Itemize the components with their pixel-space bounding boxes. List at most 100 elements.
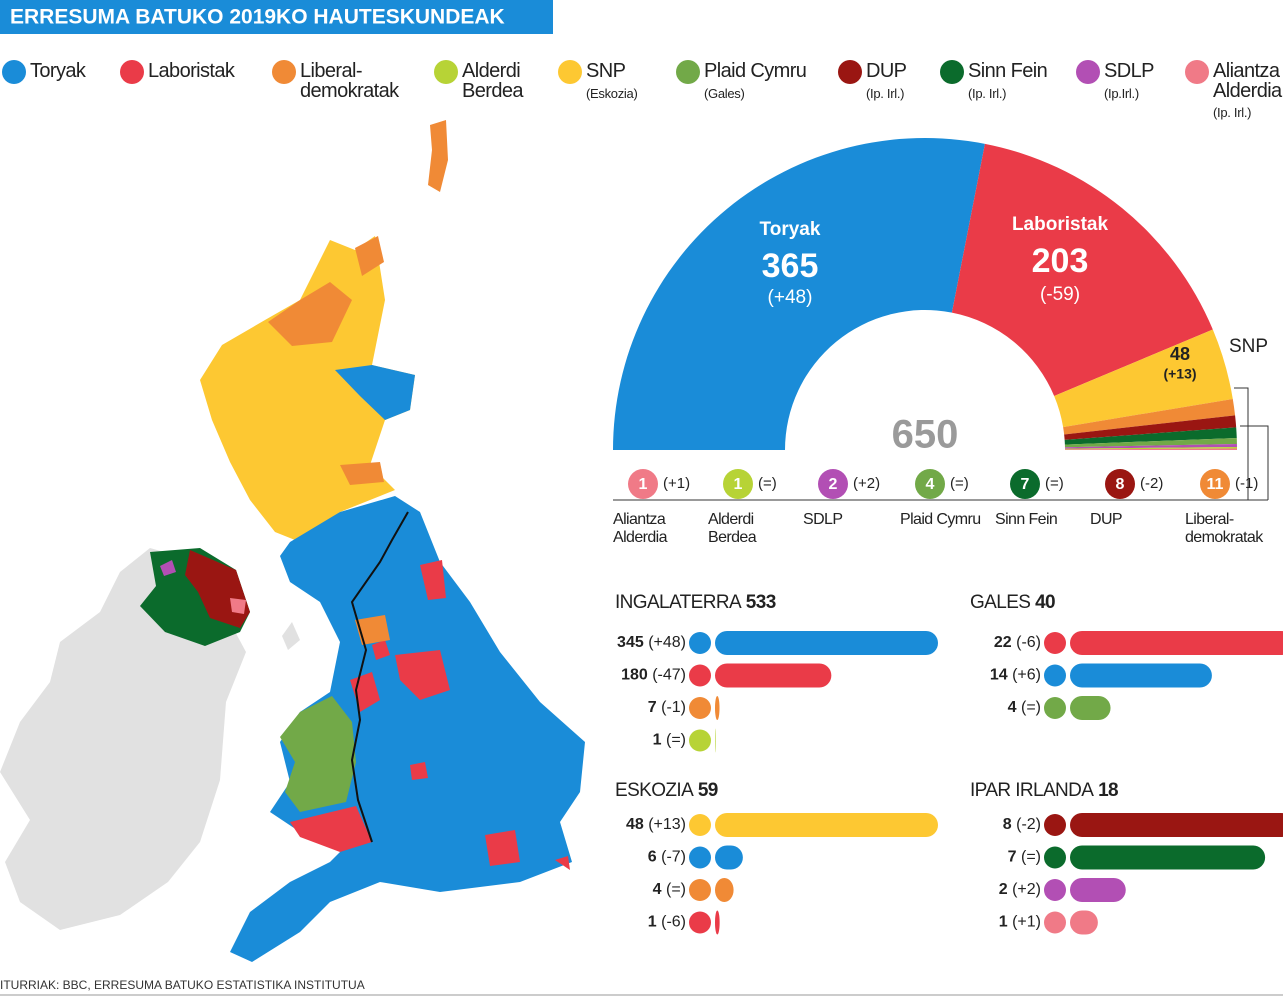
seat-label: 2: [829, 476, 838, 493]
map: [0, 120, 585, 962]
seat-value: 6: [648, 849, 657, 866]
seat-segment: [1063, 398, 1236, 435]
seat-value: 7: [1008, 849, 1017, 866]
seat-change: (-47): [652, 667, 686, 684]
region-total: 533: [746, 592, 776, 613]
seat-value: 4: [653, 881, 662, 898]
seat-value: 8: [1003, 816, 1012, 833]
party-dot: [1105, 469, 1135, 499]
seat-label: 1: [734, 476, 743, 493]
legend-label: SNP: [586, 60, 626, 82]
change-label: (+13): [1163, 366, 1196, 382]
seat-segment: [1064, 427, 1237, 445]
region-title: ESKOZIA 59: [615, 780, 718, 801]
party-dot: [689, 814, 711, 836]
legend-swatch: [676, 60, 700, 84]
seat-value: 2: [999, 881, 1008, 898]
legend-label: Laboristak: [148, 60, 235, 82]
region-title: GALES 40: [970, 592, 1055, 613]
change-label: (=): [758, 475, 777, 492]
bar: [1070, 663, 1212, 688]
legend-swatch: [120, 60, 144, 84]
bracket: [1234, 387, 1249, 500]
party-name: DUP: [1090, 511, 1123, 528]
legend-note: (Ip. Irl.): [1213, 105, 1252, 120]
seat-value: 4: [1008, 699, 1017, 716]
party-dot: [1044, 911, 1066, 934]
bar: [1070, 910, 1098, 935]
value-label: 180 (-47): [621, 667, 686, 684]
change-label: (=): [950, 475, 969, 492]
region-title: INGALATERRA 533: [615, 592, 776, 613]
party-dot: [1010, 469, 1040, 499]
legend-label: SDLP: [1104, 60, 1154, 82]
value-label: 4 (=): [653, 881, 686, 898]
legend-swatch: [272, 60, 296, 84]
party-dot: [1044, 846, 1066, 869]
seat-label: 365: [762, 247, 819, 285]
legend-swatch: [2, 60, 26, 84]
bar: [715, 663, 832, 688]
seat-value: 1: [653, 732, 662, 749]
seat-value: 1: [648, 914, 657, 931]
party-dot: [689, 729, 711, 752]
party-dot: [723, 469, 753, 499]
seat-value: 48: [626, 816, 644, 833]
seat-label: 8: [1116, 476, 1125, 493]
party-name: SNP: [1229, 336, 1268, 357]
bar: [715, 878, 734, 902]
seat-value: 22: [994, 634, 1012, 651]
seat-change: (-1): [661, 699, 686, 716]
legend-swatch: [434, 60, 458, 84]
bar: [1070, 813, 1283, 837]
legend-label: Plaid Cymru: [704, 60, 807, 82]
seat-segment: [951, 143, 1213, 396]
legend-swatch: [1185, 60, 1209, 84]
seat-change: (+2): [1012, 881, 1041, 898]
value-label: 48 (+13): [626, 816, 686, 833]
bar: [715, 910, 720, 935]
value-label: 14 (+6): [990, 667, 1041, 684]
change-label: (+1): [663, 475, 690, 492]
bar: [715, 631, 938, 655]
party-name: Toryak: [760, 219, 821, 240]
seat-segment: [1064, 448, 1237, 450]
change-label: (=): [1045, 475, 1064, 492]
seat-value: 345: [617, 634, 644, 651]
seat-change: (-6): [1016, 634, 1041, 651]
change-label: (+2): [853, 475, 880, 492]
bar: [1070, 878, 1126, 902]
bar: [1070, 696, 1111, 720]
party-name: Plaid Cymru: [900, 511, 981, 528]
change-label: (-1): [1235, 475, 1258, 492]
seat-label: 48: [1170, 344, 1190, 364]
party-dot: [689, 697, 711, 719]
bar: [715, 813, 938, 837]
legend-label: DUP: [866, 60, 907, 82]
seat-label: 7: [1021, 476, 1030, 493]
seat-value: 7: [648, 699, 657, 716]
party-name: Alderdi Berdea: [708, 511, 757, 546]
legend-label: Liberal-demokratak: [300, 60, 399, 102]
value-label: 6 (-7): [648, 849, 686, 866]
seat-segment: [1064, 446, 1237, 450]
change-label: (-59): [1040, 284, 1080, 305]
legend-note: (Gales): [704, 86, 745, 101]
value-label: 1 (=): [653, 732, 686, 749]
party-dot: [689, 911, 711, 934]
party-name: Laboristak: [1012, 214, 1109, 235]
title: ERRESUMA BATUKO 2019KO HAUTESKUNDEAK: [10, 6, 505, 29]
seat-segment: [1064, 415, 1237, 440]
legend-note: (Ip. Irl.): [866, 86, 905, 101]
bar: [1070, 631, 1283, 655]
legend-label: Toryak: [30, 60, 86, 82]
legend-swatch: [940, 60, 964, 84]
seat-change: (+13): [648, 816, 686, 833]
party-dot: [1044, 879, 1066, 901]
bar: [715, 696, 720, 720]
value-label: 1 (+1): [999, 914, 1041, 931]
region-name: ESKOZIA: [615, 780, 694, 801]
party-name: Sinn Fein: [995, 511, 1058, 528]
seat-change: (=): [666, 881, 686, 898]
